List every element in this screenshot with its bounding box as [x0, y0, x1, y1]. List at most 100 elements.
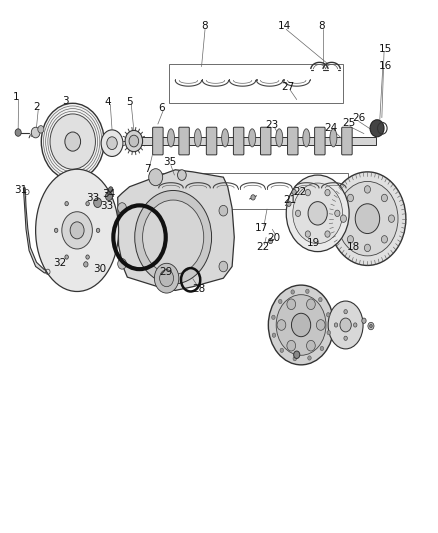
FancyBboxPatch shape [288, 127, 298, 155]
Circle shape [272, 315, 275, 319]
Circle shape [355, 204, 380, 233]
Circle shape [107, 137, 117, 150]
Circle shape [219, 205, 228, 216]
Text: 33: 33 [86, 193, 99, 204]
Circle shape [135, 190, 212, 284]
Circle shape [62, 212, 92, 249]
Circle shape [96, 228, 100, 232]
Circle shape [337, 181, 398, 256]
Text: 19: 19 [307, 238, 320, 248]
Text: 5: 5 [126, 96, 133, 107]
Circle shape [106, 192, 113, 200]
Circle shape [219, 261, 228, 272]
Text: 34: 34 [102, 189, 116, 199]
Text: 14: 14 [278, 21, 291, 31]
Circle shape [31, 127, 40, 138]
Circle shape [340, 318, 351, 332]
Text: 26: 26 [352, 113, 365, 123]
Circle shape [381, 194, 388, 201]
Circle shape [370, 120, 384, 137]
Circle shape [291, 290, 294, 294]
Circle shape [277, 320, 286, 330]
Circle shape [305, 189, 311, 196]
Circle shape [381, 236, 388, 243]
Circle shape [65, 255, 68, 259]
Text: 27: 27 [281, 82, 295, 92]
Text: 8: 8 [201, 21, 208, 31]
Circle shape [118, 203, 127, 213]
Polygon shape [118, 169, 234, 290]
FancyBboxPatch shape [206, 127, 217, 155]
Circle shape [280, 348, 283, 352]
Text: 22: 22 [256, 243, 269, 252]
Circle shape [94, 198, 102, 207]
Circle shape [86, 255, 89, 259]
Circle shape [308, 201, 327, 225]
Text: 21: 21 [283, 195, 297, 205]
Circle shape [129, 135, 139, 147]
Circle shape [362, 318, 366, 324]
Bar [149, 173, 348, 209]
Bar [169, 64, 343, 103]
Circle shape [293, 351, 300, 359]
Text: 31: 31 [14, 185, 28, 196]
Circle shape [118, 259, 127, 269]
Circle shape [291, 313, 311, 337]
Bar [136, 137, 376, 146]
Circle shape [305, 231, 311, 237]
Text: 23: 23 [265, 120, 279, 130]
Text: 17: 17 [255, 223, 268, 233]
FancyBboxPatch shape [179, 127, 189, 155]
Text: 7: 7 [144, 164, 151, 174]
Text: 25: 25 [342, 118, 355, 128]
Text: 20: 20 [268, 233, 281, 243]
Text: 24: 24 [324, 123, 337, 133]
Circle shape [15, 129, 21, 136]
Circle shape [287, 201, 291, 206]
Circle shape [177, 169, 186, 180]
Circle shape [389, 215, 395, 222]
Circle shape [344, 310, 347, 314]
Circle shape [159, 270, 173, 287]
Text: 3: 3 [62, 95, 69, 106]
Ellipse shape [167, 129, 174, 147]
Text: 33: 33 [101, 201, 114, 211]
Circle shape [307, 299, 315, 310]
Circle shape [86, 201, 89, 206]
Circle shape [368, 322, 374, 330]
Circle shape [295, 210, 300, 216]
Text: 1: 1 [13, 92, 19, 102]
Text: 30: 30 [93, 264, 106, 273]
Circle shape [353, 323, 357, 327]
FancyBboxPatch shape [342, 127, 352, 155]
Text: 28: 28 [193, 285, 206, 294]
Circle shape [318, 297, 322, 302]
Circle shape [70, 222, 84, 239]
Circle shape [276, 295, 326, 356]
Text: 22: 22 [293, 187, 307, 197]
Ellipse shape [328, 301, 363, 349]
Circle shape [268, 285, 334, 365]
Circle shape [364, 185, 371, 193]
Polygon shape [23, 188, 55, 273]
Text: 18: 18 [347, 243, 360, 252]
Ellipse shape [222, 129, 229, 147]
Circle shape [344, 336, 347, 341]
Circle shape [65, 132, 81, 151]
Circle shape [364, 244, 371, 252]
Circle shape [335, 210, 340, 216]
Circle shape [347, 194, 353, 201]
Circle shape [125, 131, 143, 152]
Circle shape [65, 201, 68, 206]
Ellipse shape [35, 169, 119, 292]
Circle shape [327, 330, 331, 335]
Text: 2: 2 [33, 102, 40, 112]
FancyBboxPatch shape [314, 127, 325, 155]
Ellipse shape [249, 129, 256, 147]
Circle shape [54, 228, 58, 232]
Circle shape [272, 333, 276, 337]
Circle shape [292, 189, 296, 195]
Circle shape [149, 168, 162, 185]
Circle shape [308, 356, 311, 360]
Text: 35: 35 [163, 157, 176, 167]
